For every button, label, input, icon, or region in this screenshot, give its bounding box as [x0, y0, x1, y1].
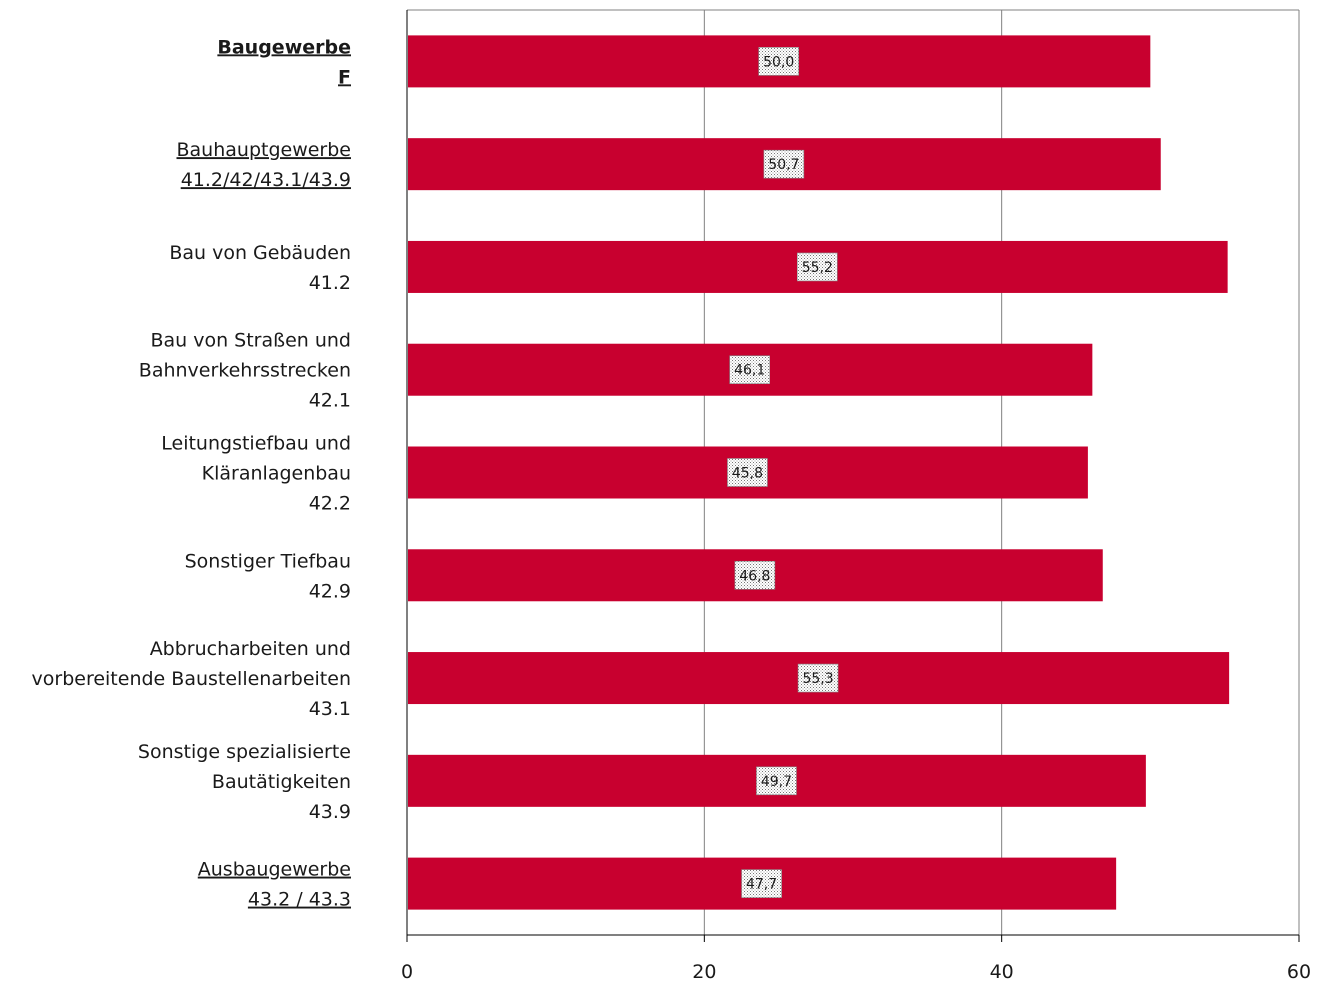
category-label-line: Leitungstiefbau und	[161, 433, 351, 455]
category-label-line: Bahnverkehrsstrecken	[139, 360, 351, 382]
data-label: 47,7	[746, 877, 777, 893]
data-label-box	[797, 663, 839, 693]
category-label-line: 42.1	[309, 390, 351, 412]
category-label-line: 41.2/42/43.1/43.9	[181, 169, 351, 191]
category-labels: Baugewerbe F Bauhauptgewerbe 41.2/42/43.1/4…	[32, 36, 351, 910]
data-label-box	[763, 149, 805, 179]
data-label-box	[729, 355, 770, 385]
x-tick-label: 60	[1287, 961, 1311, 981]
x-axis: 0 20 40 60	[401, 10, 1311, 981]
data-label-box	[727, 458, 768, 487]
x-tick-label: 20	[692, 961, 716, 981]
data-label: 55,3	[802, 671, 833, 687]
category-label-line: 42.9	[309, 580, 351, 602]
category-label-line: 43.9	[309, 801, 351, 823]
data-label: 55,2	[802, 260, 833, 276]
category-label-line: Bautätigkeiten	[212, 771, 351, 793]
category-label-line: Baugewerbe	[217, 36, 351, 58]
x-tick-label: 0	[401, 961, 413, 981]
data-label-box	[758, 47, 799, 76]
data-label: 46,8	[739, 568, 770, 584]
data-label: 45,8	[732, 466, 763, 482]
category-label-line: Sonstiger Tiefbau	[185, 550, 351, 572]
data-label-box	[734, 560, 776, 590]
category-label-line: 42.2	[309, 493, 351, 515]
data-label: 50,0	[763, 54, 794, 70]
data-label: 50,7	[768, 157, 799, 173]
bars	[408, 35, 1230, 910]
category-label-line: Abbrucharbeiten und	[150, 638, 351, 660]
data-label-box	[756, 766, 797, 796]
category-label-line: Sonstige spezialisierte	[138, 741, 351, 763]
data-label-box	[797, 252, 838, 282]
data-label: 46,1	[734, 363, 765, 379]
category-label-line: Bau von Gebäuden	[169, 242, 351, 264]
x-tick-label: 40	[990, 961, 1014, 981]
category-label-line: 43.2 / 43.3	[248, 889, 351, 911]
data-label-box	[741, 869, 782, 898]
category-label-line: 43.1	[309, 698, 351, 720]
category-label-line: Ausbaugewerbe	[198, 859, 351, 881]
category-label-line: vorbereitende Baustellenarbeiten	[32, 668, 351, 690]
category-label-line: Bauhauptgewerbe	[177, 139, 352, 161]
category-label-line: Kläranlagenbau	[202, 463, 351, 485]
data-labels: 50,0 50,7 55,2 46,1 45,8 46,8 55,3 49,7 47,7	[727, 47, 839, 898]
category-label-line: 41.2	[309, 272, 351, 294]
category-label-line: F	[338, 66, 351, 88]
category-label-line: Bau von Straßen und	[150, 330, 351, 352]
data-label: 49,7	[761, 774, 792, 790]
